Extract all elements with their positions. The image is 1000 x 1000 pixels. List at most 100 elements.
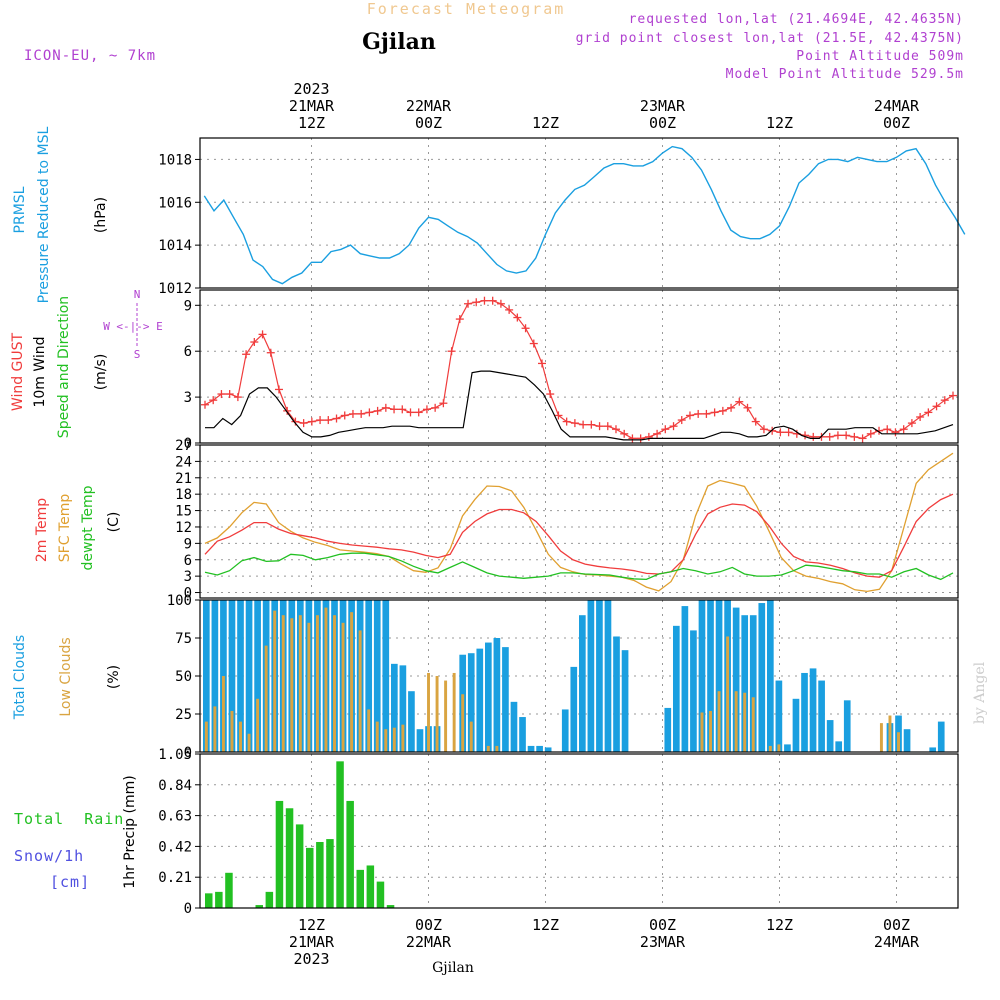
gust-marker: [718, 406, 727, 415]
time-label-bottom: 22MAR: [406, 933, 452, 951]
gust-marker: [554, 411, 563, 420]
cloud-low-bar: [367, 709, 371, 752]
cloud-low-bar: [435, 676, 439, 752]
gust-marker: [242, 350, 251, 359]
cloud-total-bar: [903, 729, 911, 752]
cloud-low-bar: [709, 710, 712, 752]
time-label-bottom: 00Z: [883, 916, 910, 934]
gust-marker: [390, 405, 399, 414]
cloud-unit: (%): [106, 665, 122, 689]
cloud-low-bar: [897, 732, 900, 752]
cloud-total-bar: [365, 600, 373, 752]
gust-marker: [324, 416, 333, 425]
cloud-low-bar: [315, 615, 319, 752]
sfc-label: SFC Temp: [57, 494, 73, 563]
cloud-total-bar: [587, 600, 595, 752]
cloud-low-bar: [461, 694, 465, 752]
pressure-frame: [199, 137, 959, 289]
pressure-line: [203, 145, 966, 285]
cloud-low-bar: [350, 612, 354, 752]
gust-marker: [546, 390, 555, 399]
model-name: ICON-EU, ~ 7km: [24, 48, 156, 64]
cloud-total-bar: [399, 665, 407, 752]
cloud-low-bar: [734, 691, 738, 752]
gust-marker: [332, 414, 341, 423]
cloud-low-bar: [290, 618, 294, 752]
time-label-top: 12Z: [532, 114, 559, 132]
gust-marker: [266, 348, 275, 357]
gust-marker: [398, 405, 407, 414]
wind-10m-line: [205, 370, 954, 441]
gust-marker: [636, 434, 645, 443]
compass-ew: W <-|-> E: [103, 320, 163, 333]
y-tick-label: 0.42: [158, 839, 192, 855]
rain-bar: [386, 905, 395, 908]
time-label-bottom: 24MAR: [874, 933, 920, 951]
rain-bar: [306, 847, 314, 908]
temp-unit: (C): [106, 512, 122, 533]
cloud-total-bar: [237, 600, 244, 752]
y-tick-label: 3: [184, 390, 192, 406]
cloud-total-bar: [749, 615, 757, 752]
y-tick-label: 1016: [158, 195, 192, 211]
t2m-line: [204, 493, 954, 578]
gust-marker: [883, 425, 892, 434]
gust-marker: [521, 324, 530, 333]
gust-marker: [735, 397, 744, 406]
gust-marker: [233, 393, 242, 402]
gust-marker: [727, 403, 736, 412]
cloud-total-bar: [382, 600, 390, 752]
cloud-total-bar: [408, 691, 415, 752]
cloud-total-bar: [792, 698, 800, 752]
compass-n: N: [134, 288, 141, 301]
cloud-low-bar: [256, 698, 260, 752]
gust-marker: [644, 432, 653, 441]
gust-marker: [455, 315, 464, 324]
gust-marker: [809, 432, 818, 441]
gust-marker: [316, 416, 325, 425]
time-label-top: 24MAR: [874, 97, 920, 115]
gust-marker: [472, 298, 481, 307]
gust-marker: [579, 420, 588, 429]
gust-marker: [283, 406, 292, 415]
cloud-low-bar: [247, 733, 251, 752]
gust-marker: [431, 403, 440, 412]
gust-marker: [365, 408, 374, 417]
y-tick-label: 9: [184, 298, 192, 314]
gust-marker: [858, 434, 867, 443]
gust-marker: [291, 417, 300, 426]
gust-marker: [899, 425, 908, 434]
t2m-label: 2m Temp: [34, 498, 50, 562]
cloud-total-bar: [673, 625, 680, 752]
cloud-total-bar: [228, 600, 236, 752]
gust-marker: [932, 402, 941, 411]
cloud-total-bar: [467, 653, 475, 752]
cloud-low-bar: [768, 745, 772, 752]
rain-bar: [336, 761, 344, 908]
cloud-total-bar: [493, 638, 501, 752]
time-label-bottom: 12Z: [298, 916, 325, 934]
gust-marker: [603, 422, 612, 431]
wind-dir-label: Speed and Direction: [56, 296, 72, 438]
cloud-low-bar: [401, 724, 405, 752]
y-tick-label: 18: [175, 487, 192, 503]
cloud-total-bar: [596, 600, 603, 752]
gust-marker: [907, 419, 916, 428]
rain-bar: [326, 839, 334, 908]
y-tick-label: 1018: [158, 152, 192, 168]
gust-marker: [842, 431, 851, 440]
gust-marker: [414, 408, 423, 417]
cloud-low-bar: [273, 610, 277, 752]
gust-marker: [949, 391, 957, 400]
rain-label: Total Rain: [14, 810, 124, 828]
gust-marker: [505, 305, 514, 314]
gust-marker: [488, 296, 497, 305]
pressure-label-1: PRMSL: [12, 186, 28, 233]
cloud-total-bar: [245, 600, 253, 752]
wind-10m-label: 10m Wind: [32, 336, 48, 407]
cloud-low-bar: [427, 672, 430, 752]
cloud-low-bar: [324, 607, 328, 752]
cloud-total-bar: [519, 717, 526, 752]
cloud-low-bar: [751, 697, 755, 752]
time-label-top: 2023: [293, 80, 329, 98]
